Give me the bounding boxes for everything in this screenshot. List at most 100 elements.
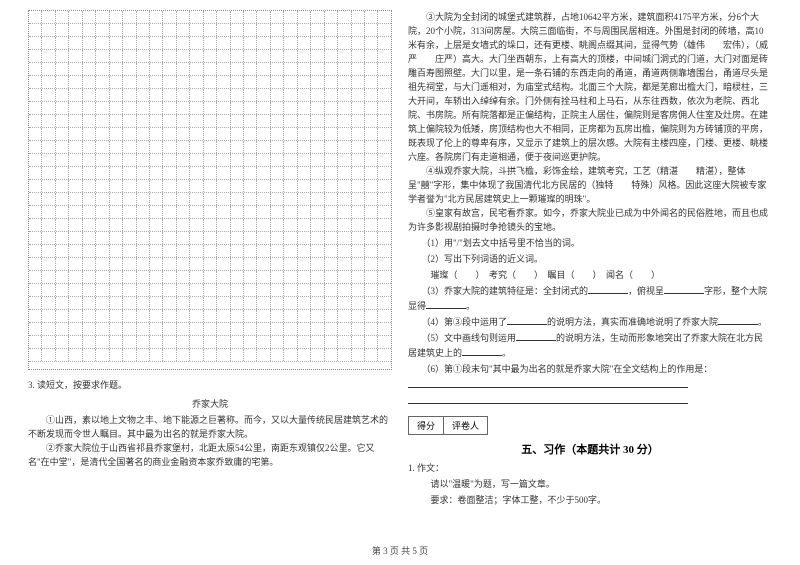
grid-row xyxy=(29,219,391,232)
grid-cell xyxy=(56,232,69,244)
grid-cell xyxy=(352,102,365,114)
grid-cell xyxy=(325,63,338,75)
blank xyxy=(664,284,704,294)
zuowen-prompt: 请以"温暖"为题，写一篇文章。 xyxy=(408,477,772,492)
grid-cell xyxy=(365,128,378,140)
grid-cell xyxy=(177,50,190,62)
grid-cell xyxy=(96,349,109,361)
grid-cell xyxy=(96,115,109,127)
grid-cell xyxy=(110,167,123,179)
grid-cell xyxy=(56,323,69,335)
grid-cell xyxy=(365,323,378,335)
grid-cell xyxy=(311,310,324,322)
grid-cell xyxy=(298,89,311,101)
grid-cell xyxy=(352,336,365,348)
score-label: 得分 xyxy=(409,417,444,434)
grid-cell xyxy=(123,258,136,270)
grid-cell xyxy=(190,232,203,244)
grid-cell xyxy=(365,154,378,166)
grid-cell xyxy=(190,258,203,270)
grid-cell xyxy=(298,50,311,62)
grid-cell xyxy=(352,193,365,205)
grid-cell xyxy=(56,245,69,257)
grid-row xyxy=(29,76,391,89)
grid-cell xyxy=(56,11,69,23)
grid-cell xyxy=(29,141,42,153)
grid-cell xyxy=(352,232,365,244)
grid-cell xyxy=(271,115,284,127)
grid-cell xyxy=(163,154,176,166)
grid-cell xyxy=(29,284,42,296)
grid-cell xyxy=(271,11,284,23)
paragraph-3: ③大院为全封闭的城堡式建筑群，占地10642平方米，建筑面积4175平方米，分6… xyxy=(408,10,772,164)
grid-cell xyxy=(177,141,190,153)
grid-cell xyxy=(163,24,176,36)
grid-cell xyxy=(96,232,109,244)
grid-cell xyxy=(96,271,109,283)
grid-cell xyxy=(204,89,217,101)
grid-cell xyxy=(338,206,351,218)
grid-cell xyxy=(257,115,270,127)
grid-cell xyxy=(298,284,311,296)
grid-cell xyxy=(378,180,390,192)
grid-cell xyxy=(163,336,176,348)
left-column: 3. 读短文，按要求作题。 乔家大院 ①山西，素以地上文物之丰、地下能源之巨著称… xyxy=(20,10,400,535)
grid-cell xyxy=(163,323,176,335)
grid-cell xyxy=(150,37,163,49)
grid-cell xyxy=(325,297,338,309)
grid-cell xyxy=(338,89,351,101)
grid-cell xyxy=(378,245,390,257)
grid-cell xyxy=(96,219,109,231)
grid-cell xyxy=(83,11,96,23)
grid-cell xyxy=(365,167,378,179)
grid-row xyxy=(29,128,391,141)
grid-cell xyxy=(338,102,351,114)
grid-cell xyxy=(244,245,257,257)
grid-cell xyxy=(137,232,150,244)
grid-cell xyxy=(217,349,230,361)
grid-cell xyxy=(190,76,203,88)
grid-cell xyxy=(110,232,123,244)
grid-cell xyxy=(190,37,203,49)
grid-cell xyxy=(378,310,390,322)
grid-cell xyxy=(137,154,150,166)
grid-cell xyxy=(123,102,136,114)
grid-cell xyxy=(150,115,163,127)
grid-cell xyxy=(69,245,82,257)
grid-cell xyxy=(69,349,82,361)
grid-cell xyxy=(83,141,96,153)
grid-cell xyxy=(42,102,55,114)
grid-cell xyxy=(257,271,270,283)
grid-cell xyxy=(110,310,123,322)
grid-cell xyxy=(56,180,69,192)
grid-cell xyxy=(298,323,311,335)
grid-cell xyxy=(137,336,150,348)
grid-cell xyxy=(217,89,230,101)
grid-cell xyxy=(231,219,244,231)
grid-cell xyxy=(150,284,163,296)
grid-cell xyxy=(204,271,217,283)
grid-cell xyxy=(271,219,284,231)
grid-cell xyxy=(29,336,42,348)
grid-cell xyxy=(244,154,257,166)
grid-cell xyxy=(271,154,284,166)
grid-cell xyxy=(257,206,270,218)
grid-cell xyxy=(150,89,163,101)
grid-cell xyxy=(257,245,270,257)
grid-row xyxy=(29,50,391,63)
grid-cell xyxy=(378,258,390,270)
grid-cell xyxy=(244,219,257,231)
grid-cell xyxy=(352,63,365,75)
grid-cell xyxy=(231,102,244,114)
grid-cell xyxy=(284,219,297,231)
grid-cell xyxy=(29,193,42,205)
score-box: 得分 评卷人 xyxy=(408,416,488,435)
grid-cell xyxy=(29,89,42,101)
grid-cell xyxy=(298,310,311,322)
grid-cell xyxy=(56,76,69,88)
grid-cell xyxy=(190,167,203,179)
grid-cell xyxy=(271,141,284,153)
grid-row xyxy=(29,271,391,284)
grid-cell xyxy=(190,349,203,361)
grid-cell xyxy=(365,11,378,23)
